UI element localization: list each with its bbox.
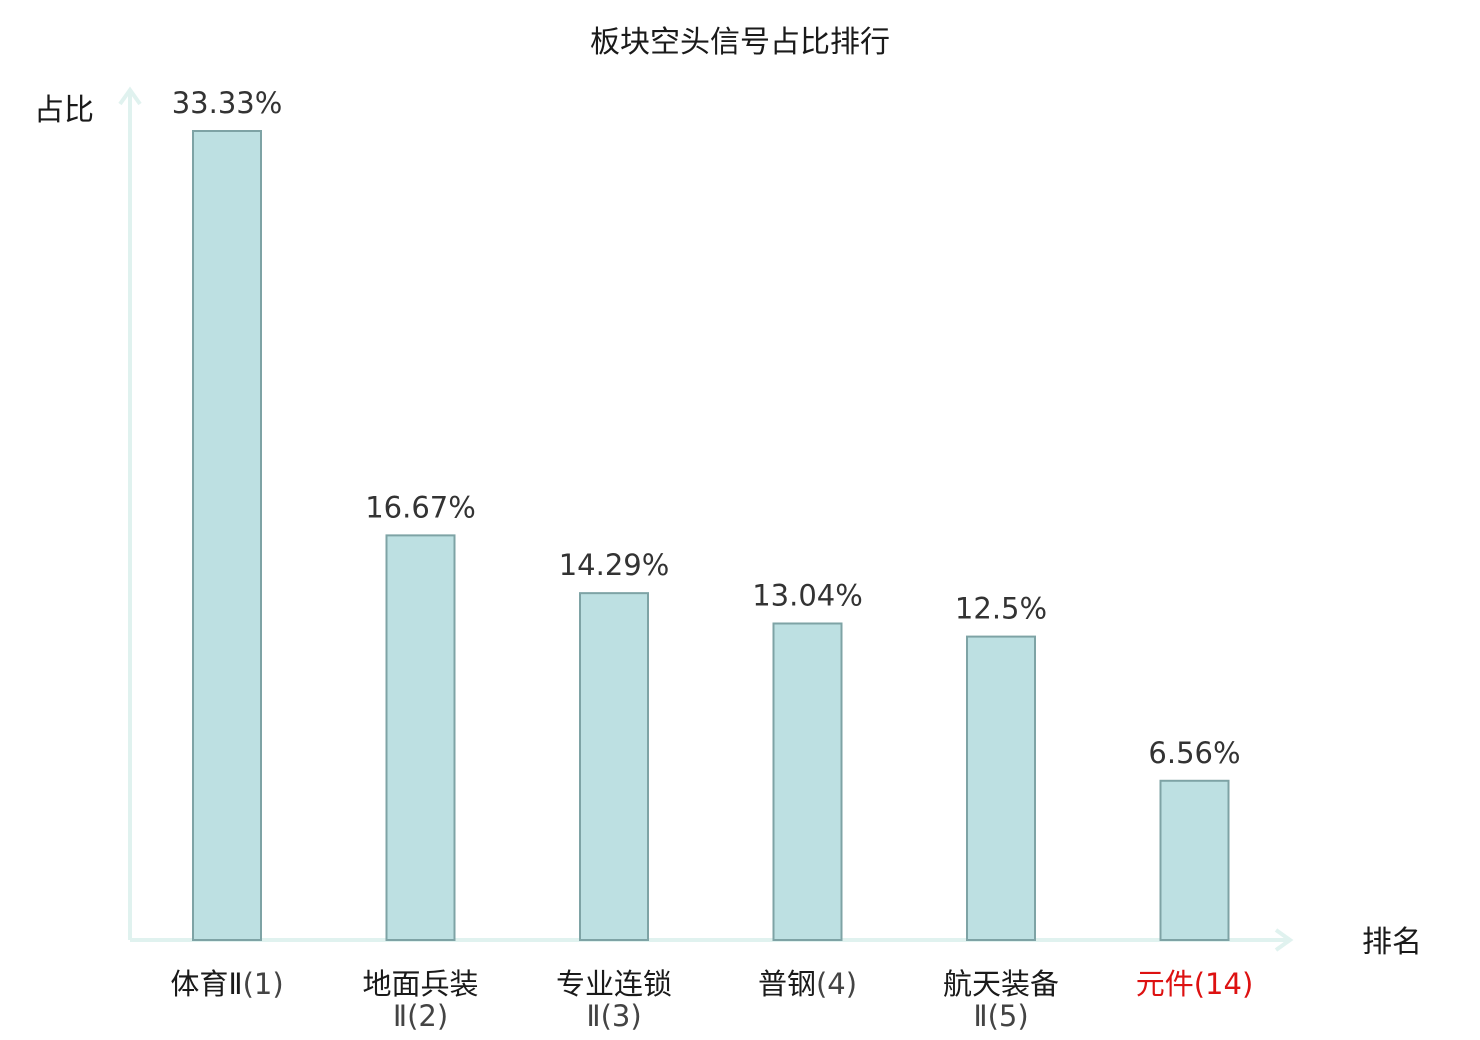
x-tick-label: 元件(14) (1136, 967, 1254, 1001)
y-axis-arrow (118, 86, 142, 106)
x-tick-label-name: 元件 (1136, 967, 1194, 1001)
x-tick-label-name: 航天装备 (943, 967, 1059, 1001)
x-tick-label-name: 普钢 (758, 967, 816, 1001)
x-tick-label: 专业连锁 (556, 967, 672, 1001)
x-axis-arrow (1274, 928, 1294, 952)
bar-value-label: 13.04% (752, 578, 863, 612)
axes (118, 86, 1294, 952)
bar-value-label: 12.5% (955, 592, 1047, 626)
bar-value-label: 33.33% (172, 86, 283, 120)
bar (192, 130, 262, 941)
y-axis-label: 占比 (34, 93, 94, 128)
bar-value-label: 14.29% (559, 548, 670, 582)
bar-value-label: 16.67% (365, 490, 476, 524)
bar (772, 622, 843, 941)
x-tick-label-line2: Ⅱ(5) (973, 999, 1028, 1033)
bar (385, 534, 456, 942)
chart-title: 板块空头信号占比排行 (590, 25, 890, 60)
bar-value-label: 6.56% (1148, 736, 1240, 770)
x-tick-label: 普钢(4) (758, 967, 857, 1001)
x-tick-label-line2: Ⅱ(2) (393, 999, 448, 1033)
value-labels-group: 33.33% 16.67% 14.29% 13.04% 12.5% 6.56% (172, 86, 1241, 770)
x-tick-label-name: 地面兵装 (362, 967, 478, 1001)
bar (1159, 779, 1230, 942)
bar (579, 592, 649, 942)
x-tick-label-line2: Ⅱ(3) (586, 999, 641, 1033)
x-tick-label: 体育Ⅱ(1) (170, 967, 283, 1001)
x-tick-label: 航天装备 (943, 967, 1059, 1001)
x-tick-label-rank: (1) (243, 967, 284, 1001)
x-tick-label: 地面兵装 (362, 967, 478, 1001)
x-tick-label-rank: (4) (816, 967, 857, 1001)
x-tick-label-name: 体育Ⅱ (170, 967, 242, 1001)
x-tick-label-name: 专业连锁 (556, 967, 672, 1001)
bar (966, 635, 1036, 941)
x-tick-label-rank: (14) (1194, 967, 1254, 1001)
bars-group (192, 130, 1230, 942)
x-axis-label: 排名 (1362, 925, 1422, 960)
